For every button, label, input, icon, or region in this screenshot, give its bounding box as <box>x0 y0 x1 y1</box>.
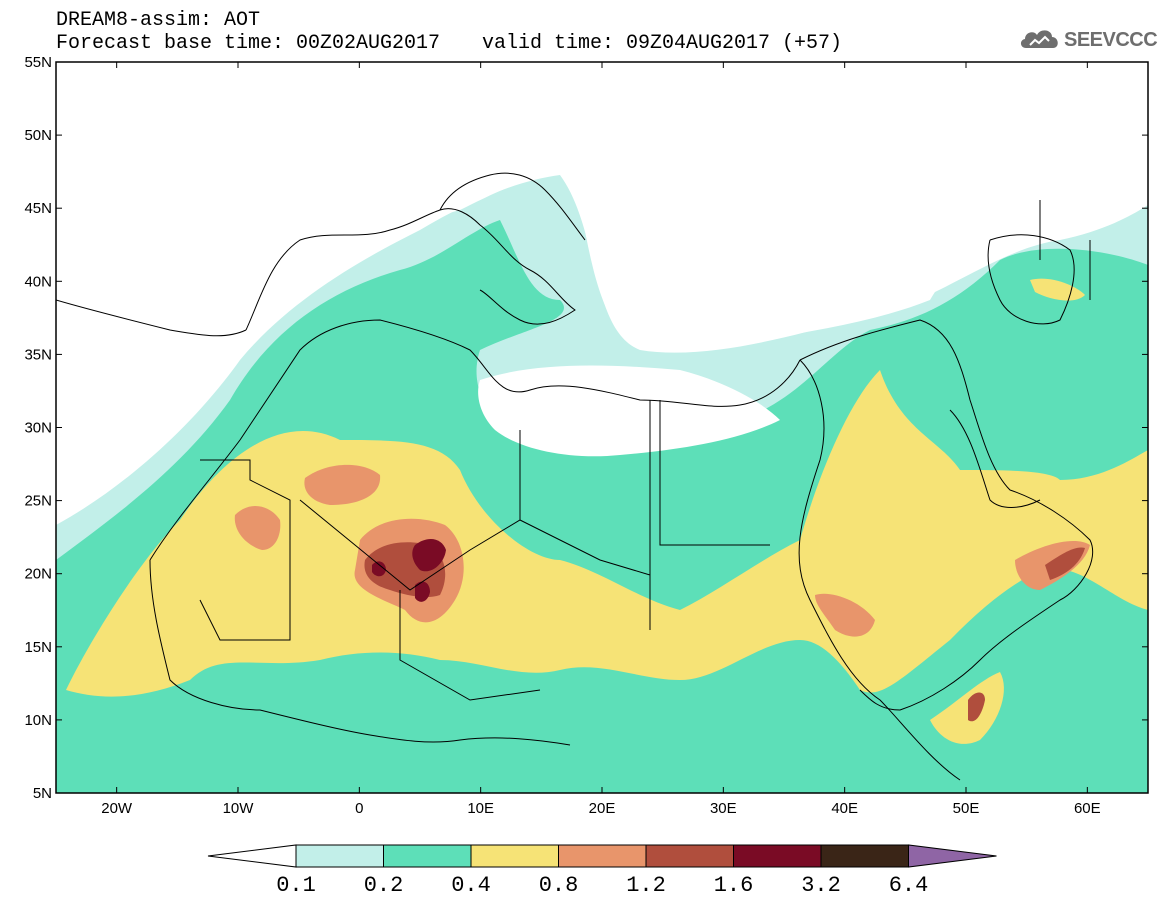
lon-tick-label: 60E <box>1074 800 1101 817</box>
lat-tick-label: 20N <box>24 566 52 583</box>
colorbar-swatch <box>470 844 559 868</box>
lat-tick-label: 50N <box>24 127 52 144</box>
colorbar-level-label: 3.2 <box>801 873 841 898</box>
aot-band-0.4 <box>66 370 1148 697</box>
lat-tick-label: 15N <box>24 639 52 656</box>
colorbar: 0.1 0.2 0.4 0.8 1.2 1.6 3.2 6.4 <box>207 844 997 898</box>
colorbar-level-label: 0.4 <box>451 873 491 898</box>
colorbar-level-label: 0.8 <box>539 873 579 898</box>
lat-tick-label: 10N <box>24 712 52 729</box>
lat-tick-label: 30N <box>24 420 52 437</box>
aot-band-1.6-c <box>415 581 430 602</box>
coastlines <box>56 172 1094 781</box>
lat-axis: 55N 50N 45N 40N 35N 30N 25N 20N 15N 10N 5N <box>24 54 1148 802</box>
aot-band-1.2-c <box>968 692 985 722</box>
map-title: DREAM8-assim: AOT <box>56 9 261 32</box>
lon-tick-label: 40E <box>831 800 858 817</box>
colorbar-low-arrow <box>207 844 297 868</box>
colorbar-level-label: 0.2 <box>364 873 404 898</box>
lat-tick-label: 25N <box>24 493 52 510</box>
cloud-logo-icon <box>1020 30 1058 48</box>
aot-band-0.8-d <box>815 593 875 637</box>
clean-air-mediterranean <box>478 365 780 457</box>
aot-band-0.8-b <box>304 464 381 505</box>
colorbar-swatch <box>820 844 909 868</box>
lon-tick-label: 10W <box>223 800 255 817</box>
colorbar-level-label: 1.6 <box>714 873 754 898</box>
lat-tick-label: 5N <box>33 785 52 802</box>
forecast-base-time: Forecast base time: 00Z02AUG2017 <box>56 32 441 55</box>
lat-tick-label: 55N <box>24 54 52 71</box>
lon-tick-label: 0 <box>355 800 363 817</box>
colorbar-level-label: 0.1 <box>276 873 316 898</box>
valid-time: valid time: 09Z04AUG2017 (+57) <box>482 32 843 55</box>
aot-band-0.8-c <box>234 505 281 550</box>
lon-axis: 20W 10W 0 10E 20E 30E 40E 50E 60E <box>101 62 1101 817</box>
colorbar-swatch <box>733 844 822 868</box>
lon-tick-label: 30E <box>710 800 737 817</box>
lat-tick-label: 45N <box>24 200 52 217</box>
colorbar-level-label: 1.2 <box>626 873 666 898</box>
logo-text: SEEVCCC <box>1064 29 1158 51</box>
aot-band-0.4-caspian <box>1030 278 1085 301</box>
aot-band-1.2-b <box>1045 547 1085 580</box>
lon-tick-label: 10E <box>467 800 494 817</box>
colorbar-high-arrow <box>908 844 997 868</box>
seevccc-logo: SEEVCCC <box>1018 24 1158 54</box>
lat-tick-label: 40N <box>24 273 52 290</box>
colorbar-swatch <box>558 844 647 868</box>
aot-band-0.4-east <box>930 672 1004 744</box>
lat-tick-label: 35N <box>24 346 52 363</box>
colorbar-level-label: 6.4 <box>889 873 929 898</box>
colorbar-swatch <box>295 844 384 868</box>
aot-band-1.6 <box>412 538 446 572</box>
lon-tick-label: 20E <box>589 800 616 817</box>
clean-air-europe <box>56 62 1148 348</box>
lon-tick-label: 20W <box>101 800 133 817</box>
colorbar-swatch <box>645 844 734 868</box>
aot-contour-fill <box>56 62 1148 793</box>
lon-tick-label: 50E <box>953 800 980 817</box>
colorbar-swatch <box>383 844 472 868</box>
aot-band-1.6-b <box>372 561 386 577</box>
